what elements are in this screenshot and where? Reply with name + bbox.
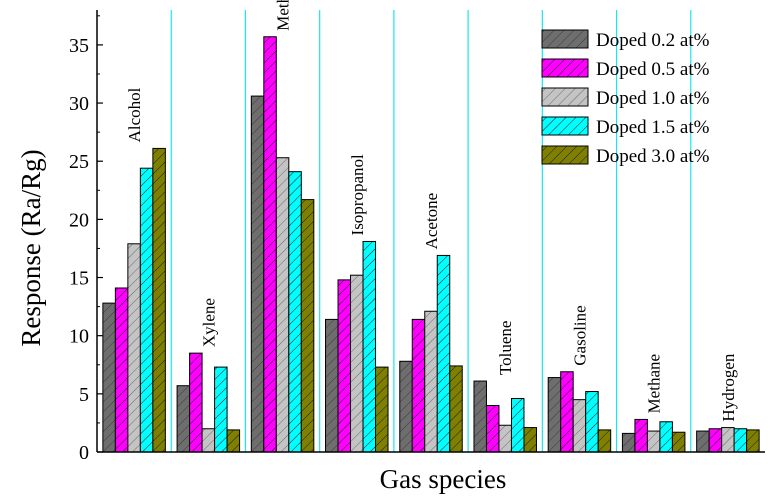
x-axis-title: Gas species [380,464,507,494]
bar-xylene-1 [176,385,191,453]
bar-xylene-2 [189,352,203,453]
bar-acetone-3 [424,310,438,453]
bar-gasoline-2 [560,371,574,453]
legend: Doped 0.2 at% Doped 0.5 at% Doped 1.0 at% D… [541,29,710,167]
category-label-alcohol: Alcohol [125,87,144,142]
bar-xylene-5 [226,429,241,453]
bar-gasoline-5 [597,429,612,453]
bar-methanal-2 [263,36,277,453]
bar-gasoline-3 [572,399,587,453]
y-axis-title: Response (Ra/Rg) [16,149,46,346]
y-tick-label: 15 [69,268,89,290]
bar-isopropanol-5 [375,366,389,453]
bar-hydrogen-5 [746,429,760,453]
legend-swatch [541,116,589,136]
legend-label: Doped 0.5 at% [596,59,710,80]
bar-alcohol-2 [114,287,129,453]
bar-toluene-2 [485,404,500,453]
bar-methane-5 [671,431,686,453]
bar-methanal-4 [288,171,302,453]
category-label-gasoline: Gasoline [570,305,589,365]
bar-acetone-2 [411,318,426,453]
legend-swatch [541,29,589,49]
bar-methane-4 [659,421,673,453]
bar-isopropanol-2 [337,279,352,453]
bar-isopropanol-3 [350,274,364,453]
bar-methane-3 [646,430,661,453]
bar-acetone-4 [436,254,451,453]
bar-toluene-1 [473,380,487,453]
bar-hydrogen-4 [733,428,748,453]
bar-toluene-4 [510,397,525,453]
bar-methane-1 [621,432,636,453]
category-label-methane: Methane [645,354,664,413]
category-label-toluene: Toluene [496,321,515,376]
bar-methane-2 [634,418,648,453]
legend-label: Doped 3.0 at% [596,146,710,167]
bar-xylene-3 [201,428,216,453]
category-label-hydrogen: Hydrogen [719,353,738,421]
legend-label: Doped 0.2 at% [596,30,710,51]
y-tick-label: 5 [79,384,89,406]
y-tick-label: 30 [69,93,89,115]
y-tick-label: 0 [79,442,89,464]
bar-alcohol-5 [152,147,166,453]
bar-acetone-5 [449,365,463,453]
legend-label: Doped 1.0 at% [596,88,710,109]
bar-hydrogen-1 [696,430,710,453]
bar-hydrogen-2 [708,428,723,453]
bar-gasoline-4 [585,391,599,453]
bar-acetone-1 [399,360,413,453]
y-tick-label: 35 [69,35,89,57]
category-label-acetone: Acetone [422,193,441,250]
bar-methanal-3 [275,157,290,453]
bar-hydrogen-3 [721,427,735,453]
bar-methanal-5 [300,199,315,453]
category-separators [170,10,692,452]
legend-swatch [541,87,589,107]
legend-swatch [541,145,589,165]
category-label-isopropanol: Isopropanol [348,154,367,235]
bar-toluene-3 [498,424,512,453]
axes: 0 5 10 15 20 25 30 35 [69,10,765,464]
bar-alcohol-4 [139,167,154,453]
bar-xylene-4 [214,366,228,453]
category-label-methanal: Methanal [274,0,293,31]
y-tick-label: 20 [69,209,89,231]
bar-isopropanol-4 [362,240,377,453]
y-tick-label: 10 [69,326,89,348]
legend-label: Doped 1.5 at% [596,117,710,138]
bar-alcohol-1 [102,302,116,453]
y-tick-label: 25 [69,151,89,173]
category-label-xylene: Xylene [199,298,218,347]
bar-alcohol-3 [127,243,141,453]
bar-toluene-5 [523,427,537,453]
bar-gasoline-1 [547,377,562,453]
legend-swatch [541,58,589,78]
category-labels: Alcohol Xylene Methanal Isopropanol Acetone T… [125,0,738,422]
bar-methanal-1 [250,95,265,453]
bar-isopropanol-1 [325,318,339,453]
